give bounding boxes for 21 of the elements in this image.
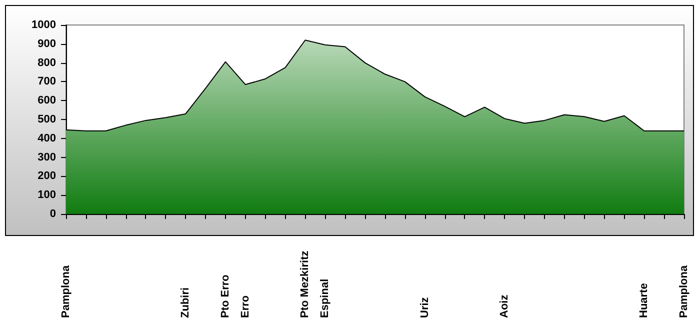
x-tick-label: Zubiri [180,287,192,318]
y-tick-label: 800 [38,56,56,69]
y-tick-label: 100 [38,189,56,202]
x-tick-label: Pto Mezkiritz [299,250,312,318]
y-tick-label: 600 [38,94,56,107]
x-tick-label: Espinal [319,278,332,318]
y-tick-label: 400 [38,132,56,144]
x-tick-label: Huarte [638,283,650,318]
x-tick-label: Pto Erro [219,274,232,318]
y-tick-label: 300 [38,151,56,164]
x-tick-label: Erro [239,295,252,318]
x-tick-label: Aoiz [498,294,511,318]
y-tick-label: 900 [38,38,56,50]
y-tick-label: 1000 [32,19,56,31]
x-tick-label: Uriz [418,296,431,318]
y-tick-label: 700 [38,76,56,88]
y-tick-label: 200 [38,170,56,182]
y-tick-label: 500 [38,114,56,126]
x-tick-label: Pamplona [60,264,72,318]
y-tick-label: 0 [50,208,56,220]
x-tick-label: Pamplona [678,264,690,318]
